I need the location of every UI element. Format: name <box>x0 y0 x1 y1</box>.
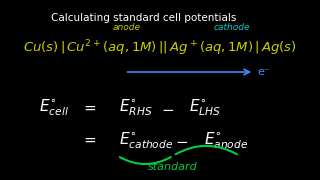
Text: $E^{\circ}_{cell}$: $E^{\circ}_{cell}$ <box>39 98 69 118</box>
Text: =: = <box>83 133 96 148</box>
Text: $-$: $-$ <box>175 133 188 148</box>
Text: $E^{\circ}_{cathode}$: $E^{\circ}_{cathode}$ <box>119 130 173 151</box>
Text: anode: anode <box>112 22 140 32</box>
Text: $E^{\circ}_{anode}$: $E^{\circ}_{anode}$ <box>204 130 248 151</box>
Text: standard: standard <box>148 162 198 172</box>
Text: =: = <box>83 100 96 116</box>
Text: cathode: cathode <box>214 22 250 32</box>
Text: $Cu(s)\,|\,Cu^{2+}(aq,1M)\,||\,Ag^+(aq,1M)\,|\,Ag(s)$: $Cu(s)\,|\,Cu^{2+}(aq,1M)\,||\,Ag^+(aq,1… <box>23 39 297 58</box>
Text: Calculating standard cell potentials: Calculating standard cell potentials <box>51 13 236 23</box>
Text: $E^{\circ}_{RHS}$: $E^{\circ}_{RHS}$ <box>119 98 152 118</box>
Text: $E^{\circ}_{LHS}$: $E^{\circ}_{LHS}$ <box>189 98 221 118</box>
Text: e⁻: e⁻ <box>257 67 270 77</box>
Text: $-$: $-$ <box>161 100 174 116</box>
